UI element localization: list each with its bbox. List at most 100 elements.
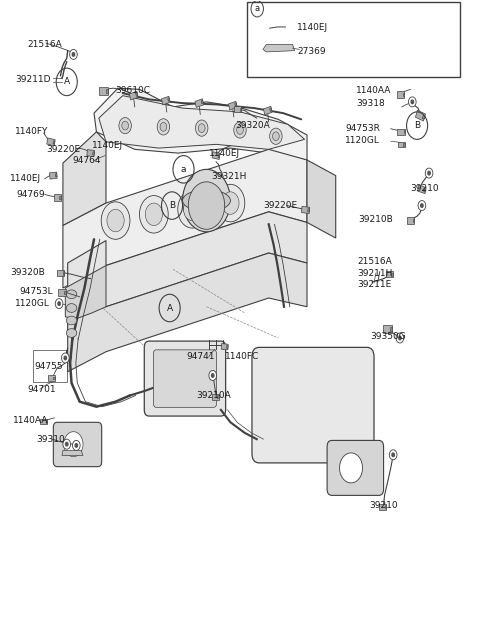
Polygon shape bbox=[65, 265, 106, 319]
Text: 1140EJ: 1140EJ bbox=[92, 141, 123, 150]
Circle shape bbox=[64, 432, 83, 456]
Text: A: A bbox=[167, 304, 173, 312]
Polygon shape bbox=[68, 253, 307, 372]
Circle shape bbox=[72, 52, 75, 57]
Text: 27369: 27369 bbox=[298, 48, 326, 56]
Text: a: a bbox=[181, 165, 186, 174]
Polygon shape bbox=[46, 420, 47, 423]
Circle shape bbox=[182, 170, 230, 232]
Text: 94753R: 94753R bbox=[345, 123, 380, 133]
Text: 94741: 94741 bbox=[186, 352, 215, 361]
Polygon shape bbox=[221, 344, 228, 350]
Ellipse shape bbox=[66, 290, 77, 299]
FancyBboxPatch shape bbox=[53, 423, 102, 466]
Circle shape bbox=[408, 97, 416, 107]
Text: 39310: 39310 bbox=[36, 434, 65, 444]
Text: 94769: 94769 bbox=[16, 190, 45, 199]
Text: 39211E: 39211E bbox=[357, 280, 392, 289]
Text: 39211H: 39211H bbox=[357, 269, 393, 277]
Text: 39321H: 39321H bbox=[211, 172, 247, 182]
Text: 39320B: 39320B bbox=[10, 268, 45, 277]
Circle shape bbox=[339, 453, 362, 483]
Polygon shape bbox=[407, 217, 414, 223]
Text: 1120GL: 1120GL bbox=[15, 299, 50, 307]
Polygon shape bbox=[392, 273, 393, 275]
Text: A: A bbox=[64, 78, 70, 86]
Polygon shape bbox=[301, 207, 310, 213]
Circle shape bbox=[198, 124, 205, 133]
Circle shape bbox=[160, 123, 167, 131]
Text: 39210B: 39210B bbox=[359, 215, 394, 224]
Text: 39210: 39210 bbox=[369, 501, 398, 510]
FancyBboxPatch shape bbox=[327, 441, 384, 495]
Polygon shape bbox=[93, 151, 95, 155]
Text: 39210: 39210 bbox=[410, 183, 439, 193]
Polygon shape bbox=[418, 185, 426, 193]
Text: 1140AA: 1140AA bbox=[356, 86, 391, 95]
Polygon shape bbox=[264, 106, 272, 115]
Text: 1140AA: 1140AA bbox=[12, 416, 48, 425]
Circle shape bbox=[101, 202, 130, 239]
Circle shape bbox=[216, 184, 245, 222]
Circle shape bbox=[57, 301, 61, 306]
Text: a: a bbox=[255, 4, 260, 13]
Circle shape bbox=[209, 371, 216, 381]
Polygon shape bbox=[270, 108, 272, 111]
Polygon shape bbox=[107, 89, 108, 93]
Text: 39318: 39318 bbox=[356, 99, 384, 108]
Circle shape bbox=[61, 353, 69, 363]
Circle shape bbox=[195, 120, 208, 136]
Circle shape bbox=[389, 450, 397, 459]
Ellipse shape bbox=[182, 190, 230, 212]
Polygon shape bbox=[161, 96, 170, 105]
Polygon shape bbox=[63, 150, 307, 288]
FancyBboxPatch shape bbox=[144, 341, 226, 416]
Circle shape bbox=[107, 209, 124, 232]
Circle shape bbox=[427, 171, 431, 175]
Circle shape bbox=[396, 333, 404, 343]
Circle shape bbox=[63, 356, 67, 361]
Polygon shape bbox=[240, 108, 241, 111]
Polygon shape bbox=[63, 132, 106, 225]
Polygon shape bbox=[307, 160, 336, 238]
Polygon shape bbox=[415, 110, 425, 121]
Circle shape bbox=[410, 100, 414, 105]
Circle shape bbox=[418, 200, 426, 210]
Circle shape bbox=[145, 203, 162, 225]
Polygon shape bbox=[422, 115, 425, 120]
Polygon shape bbox=[57, 270, 64, 276]
Polygon shape bbox=[59, 289, 66, 295]
Polygon shape bbox=[62, 451, 83, 455]
Polygon shape bbox=[228, 101, 237, 110]
Polygon shape bbox=[234, 106, 241, 113]
Polygon shape bbox=[398, 141, 405, 147]
Polygon shape bbox=[99, 86, 108, 95]
Circle shape bbox=[157, 119, 169, 135]
Polygon shape bbox=[68, 212, 307, 329]
Bar bbox=[33, 351, 67, 382]
Polygon shape bbox=[195, 99, 204, 108]
Ellipse shape bbox=[66, 304, 77, 312]
Text: B: B bbox=[414, 121, 420, 130]
Circle shape bbox=[420, 203, 424, 208]
Text: 1140FY: 1140FY bbox=[15, 127, 48, 136]
FancyBboxPatch shape bbox=[252, 347, 374, 463]
Text: 39220E: 39220E bbox=[46, 145, 80, 154]
Text: 94701: 94701 bbox=[27, 385, 56, 394]
Polygon shape bbox=[53, 141, 55, 144]
Polygon shape bbox=[308, 208, 310, 212]
Polygon shape bbox=[397, 129, 405, 135]
Polygon shape bbox=[235, 103, 237, 106]
Text: 1120GL: 1120GL bbox=[345, 136, 380, 145]
Text: 1140FC: 1140FC bbox=[225, 352, 259, 361]
Circle shape bbox=[234, 122, 246, 138]
Text: 94753L: 94753L bbox=[20, 287, 53, 295]
Polygon shape bbox=[48, 375, 55, 381]
Polygon shape bbox=[47, 138, 55, 146]
Text: 39350G: 39350G bbox=[370, 332, 406, 341]
Polygon shape bbox=[218, 155, 220, 158]
Polygon shape bbox=[212, 151, 220, 160]
Text: B: B bbox=[169, 201, 175, 210]
Circle shape bbox=[119, 118, 132, 134]
Polygon shape bbox=[53, 377, 55, 379]
